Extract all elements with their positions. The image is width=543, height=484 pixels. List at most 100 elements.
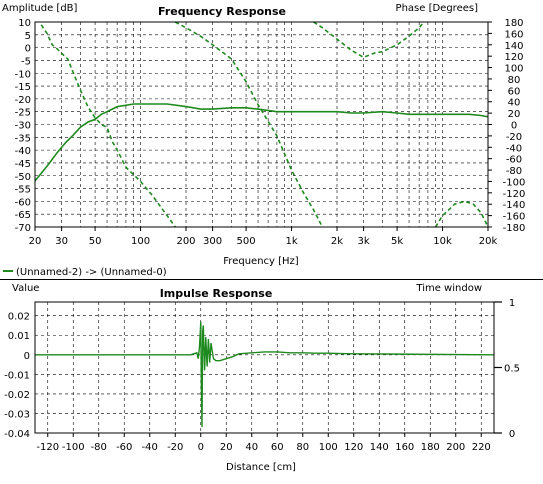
amplitude-tick-label: -20: [15, 95, 31, 106]
distance-tick-label: 200: [446, 442, 465, 453]
distance-tick-label: -20: [167, 442, 183, 453]
time-window-tick-label: 0.5: [504, 364, 520, 375]
value-tick-label: -0.02: [4, 390, 30, 401]
distance-tick-label: 180: [421, 442, 440, 453]
frequency-x-tick-label: 1k: [285, 236, 297, 247]
frequency-x-tick-label: 10k: [433, 236, 452, 247]
distance-tick-label: -40: [142, 442, 158, 453]
phase-axis-label: Phase [Degrees]: [396, 3, 479, 14]
frequency-x-tick-label: 20k: [479, 236, 498, 247]
distance-tick-label: -120: [36, 442, 59, 453]
amplitude-tick-label: -70: [15, 223, 31, 234]
distance-tick-label: 120: [344, 442, 363, 453]
frequency-x-tick-label: 300: [203, 236, 222, 247]
value-tick-label: -0.01: [4, 370, 30, 381]
distance-tick-label: 100: [319, 442, 338, 453]
value-tick-label: 0.01: [8, 331, 30, 342]
frequency-x-tick-label: 5k: [391, 236, 403, 247]
value-tick-label: 0.02: [8, 312, 30, 323]
frequency-x-tick-label: 50: [89, 236, 102, 247]
frequency-axis-label: Frequency [Hz]: [223, 256, 299, 267]
time-window-tick-label: 1: [509, 298, 515, 309]
phase-tick-label: 20: [508, 109, 521, 120]
legend-label: (Unnamed-2) -> (Unnamed-0): [16, 267, 167, 278]
phase-tick-label: -120: [503, 189, 526, 200]
frequency-plot-area[interactable]: [35, 22, 488, 227]
value-axis-label: Value: [12, 283, 39, 294]
impulse-plot-area[interactable]: [35, 302, 494, 433]
frequency-chart-title: Frequency Response: [158, 5, 286, 18]
impulse-chart-title: Impulse Response: [160, 287, 273, 300]
frequency-axes: 20 30 50 100 200 300 500 1k 2k 3k 5k 10k 20k1050-5-1…: [15, 18, 526, 247]
phase-tick-label: -40: [506, 143, 522, 154]
distance-axis-label: Distance [cm]: [226, 462, 296, 473]
phase-trace: [313, 21, 425, 59]
phase-tick-label: 140: [504, 41, 523, 52]
phase-tick-label: 40: [508, 98, 521, 109]
value-tick-label: 0: [24, 351, 30, 362]
phase-tick-label: 80: [508, 75, 521, 86]
amplitude-tick-label: -60: [15, 197, 31, 208]
amplitude-tick-label: -15: [15, 82, 31, 93]
phase-tick-label: 0: [511, 121, 517, 132]
value-tick-label: -0.03: [4, 409, 30, 420]
phase-tick-label: -60: [506, 155, 522, 166]
impulse-trace: [35, 321, 495, 428]
distance-tick-label: -60: [116, 442, 132, 453]
frequency-x-tick-label: 20: [29, 236, 42, 247]
distance-tick-label: 160: [395, 442, 414, 453]
frequency-x-tick-label: 3k: [358, 236, 370, 247]
amplitude-tick-label: -5: [21, 56, 31, 67]
amplitude-tick-label: -65: [15, 210, 31, 221]
frequency-x-tick-label: 2k: [331, 236, 343, 247]
impulse-response-chart[interactable]: -120 -100 -80 -60 -40 -20 0 20 40 60 80 100 120 140 16…: [4, 283, 520, 473]
frequency-x-tick-label: 200: [176, 236, 195, 247]
phase-tick-label: -100: [503, 177, 526, 188]
phase-tick-label: 120: [504, 52, 523, 63]
impulse-axes: -120 -100 -80 -60 -40 -20 0 20 40 60 80 100 120 140 16…: [4, 298, 520, 453]
distance-tick-label: 40: [245, 442, 258, 453]
frequency-x-tick-label: 30: [55, 236, 68, 247]
time-window-tick-label: 0: [509, 429, 515, 440]
phase-trace: [174, 21, 324, 228]
amplitude-tick-label: 0: [25, 44, 31, 55]
amplitude-tick-label: 5: [25, 31, 31, 42]
frequency-x-tick-label: 100: [131, 236, 150, 247]
impulse-grid: [35, 302, 494, 434]
value-tick-label: -0.04: [4, 429, 30, 440]
distance-tick-label: -80: [91, 442, 107, 453]
phase-tick-label: -140: [503, 200, 526, 211]
impulse-series: [35, 321, 495, 428]
phase-tick-label: 60: [508, 86, 521, 97]
distance-tick-label: 140: [370, 442, 389, 453]
distance-tick-label: 0: [198, 442, 204, 453]
amplitude-tick-label: -45: [15, 159, 31, 170]
amplitude-tick-label: -25: [15, 108, 31, 119]
magnitude-trace: [34, 103, 489, 182]
phase-tick-label: 180: [504, 18, 523, 29]
phase-tick-label: -160: [503, 212, 526, 223]
phase-tick-label: -80: [506, 166, 522, 177]
distance-tick-label: 60: [271, 442, 284, 453]
amplitude-tick-label: -50: [15, 172, 31, 183]
frequency-response-chart[interactable]: 20 30 50 100 200 300 500 1k 2k 3k 5k 10k 20k1050-5-1…: [2, 3, 525, 267]
amplitude-tick-label: -35: [15, 133, 31, 144]
phase-tick-label: -180: [503, 223, 526, 234]
phase-trace: [40, 24, 176, 228]
phase-tick-label: 100: [504, 64, 523, 75]
frequency-series: [34, 21, 489, 228]
amplitude-tick-label: -10: [15, 69, 31, 80]
time-window-axis-label: Time window: [415, 283, 482, 294]
amplitude-tick-label: 10: [18, 18, 31, 29]
phase-trace: [434, 200, 489, 228]
frequency-grid: [35, 22, 488, 227]
amplitude-axis-label: Amplitude [dB]: [2, 3, 78, 14]
amplitude-tick-label: -30: [15, 121, 31, 132]
phase-tick-label: 160: [504, 29, 523, 40]
amplitude-tick-label: -55: [15, 185, 31, 196]
phase-tick-label: -20: [506, 132, 522, 143]
frequency-x-tick-label: 500: [237, 236, 256, 247]
legend[interactable]: (Unnamed-2) -> (Unnamed-0): [3, 267, 167, 278]
amplitude-tick-label: -40: [15, 146, 31, 157]
